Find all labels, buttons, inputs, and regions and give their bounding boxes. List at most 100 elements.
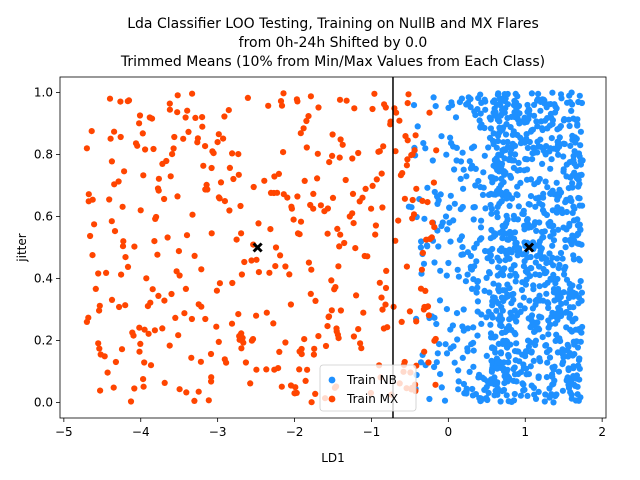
scatter-point (512, 331, 519, 338)
scatter-point (551, 363, 558, 370)
scatter-point (312, 297, 319, 304)
scatter-point (575, 230, 582, 238)
scatter-point (321, 208, 328, 215)
scatter-point (378, 170, 385, 177)
scatter-point (576, 221, 583, 228)
scatter-point (455, 386, 462, 393)
scatter-point (496, 257, 503, 264)
scatter-point (502, 169, 509, 176)
scatter-point (510, 290, 517, 298)
scatter-point (155, 292, 162, 299)
scatter-point (91, 221, 98, 228)
scatter-point (505, 359, 512, 366)
scatter-point (369, 182, 376, 189)
scatter-point (337, 307, 344, 314)
scatter-point (511, 142, 519, 149)
scatter-point (216, 280, 223, 287)
scatter-point (520, 365, 527, 372)
scatter-point (498, 181, 505, 189)
scatter-point (518, 286, 526, 294)
scatter-point (391, 105, 398, 112)
scatter-point (247, 380, 254, 387)
scatter-point (194, 139, 201, 146)
scatter-point (459, 149, 466, 156)
scatter-point (421, 348, 428, 355)
scatter-point (510, 164, 517, 171)
scatter-point (358, 345, 365, 352)
scatter-point (517, 308, 524, 315)
scatter-point (577, 338, 584, 345)
scatter-point (576, 195, 583, 202)
scatter-point (477, 91, 484, 98)
scatter-point (497, 97, 504, 104)
scatter-point (504, 326, 512, 334)
scatter-point (532, 337, 540, 344)
scatter-point (140, 172, 147, 179)
scatter-point (528, 90, 536, 97)
scatter-point (455, 273, 462, 280)
scatter-point (322, 342, 330, 350)
scatter-point (518, 137, 525, 144)
scatter-point (253, 366, 260, 373)
scatter-point (104, 369, 111, 376)
scatter-point (579, 323, 586, 331)
scatter-point (566, 122, 573, 130)
scatter-point (291, 390, 298, 397)
scatter-point (337, 231, 344, 238)
scatter-point (573, 375, 580, 382)
scatter-point (548, 135, 555, 142)
scatter-point (115, 178, 122, 185)
scatter-point (544, 299, 551, 306)
y-tick-label: 0.2 (34, 334, 53, 348)
scatter-point (136, 120, 143, 127)
scatter-point (576, 180, 583, 187)
scatter-point (494, 272, 501, 279)
scatter-point (486, 134, 494, 141)
scatter-point (242, 359, 249, 366)
scatter-point (161, 297, 168, 304)
scatter-point (485, 308, 492, 315)
scatter-point (577, 142, 584, 149)
scatter-point (350, 333, 357, 340)
scatter-point (506, 202, 513, 209)
scatter-point (108, 218, 115, 225)
scatter-point (497, 312, 504, 319)
chart-title: Lda Classifier LOO Testing, Training on … (120, 16, 545, 70)
scatter-point (502, 105, 509, 112)
scatter-point (136, 324, 143, 331)
scatter-point (571, 351, 578, 358)
scatter-point (387, 118, 394, 125)
scatter-point (349, 155, 356, 162)
scatter-point (572, 397, 580, 404)
scatter-point (488, 334, 495, 341)
scatter-point (419, 249, 426, 256)
scatter-point (235, 151, 242, 158)
scatter-point (505, 351, 512, 359)
scatter-point (110, 384, 117, 391)
x-tick-label: 0 (445, 425, 453, 439)
chart-title-line: Trimmed Means (10% from Min/Max Values f… (120, 54, 545, 70)
scatter-point (142, 146, 149, 153)
scatter-point (554, 275, 561, 283)
scatter-point (487, 380, 494, 387)
scatter-point (516, 247, 523, 255)
x-tick-label: 2 (598, 425, 606, 439)
scatter-point (539, 334, 546, 341)
scatter-point (542, 391, 549, 398)
scatter-point (482, 205, 489, 212)
scatter-point (199, 123, 206, 130)
scatter-point (521, 305, 528, 312)
scatter-point (92, 285, 99, 292)
scatter-point (511, 315, 518, 322)
scatter-point (577, 157, 584, 164)
scatter-point (159, 325, 166, 332)
scatter-point (214, 139, 221, 146)
scatter-point (244, 94, 251, 101)
scatter-point (472, 182, 479, 189)
scatter-point (499, 307, 506, 314)
scatter-point (517, 392, 525, 399)
scatter-point (274, 189, 281, 196)
scatter-point (567, 99, 574, 106)
scatter-point (500, 368, 508, 375)
scatter-point (451, 166, 458, 173)
